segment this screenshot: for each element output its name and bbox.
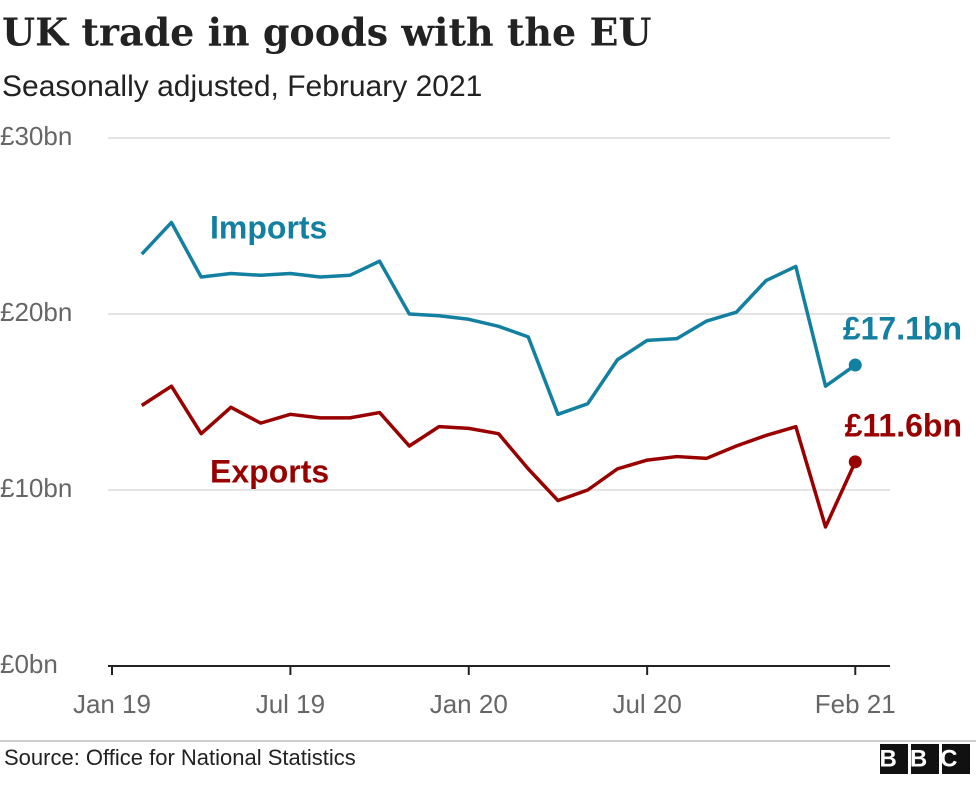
chart-subtitle: Seasonally adjusted, February 2021 — [2, 70, 482, 103]
value-label: £11.6bn — [845, 407, 962, 443]
logo-text: BBC — [880, 745, 971, 772]
end-dot — [848, 358, 862, 372]
y-tick-label: £20bn — [0, 297, 72, 327]
series-line — [140, 220, 857, 417]
x-tick-label: Jan 20 — [430, 689, 508, 719]
x-tick-label: Jul 20 — [612, 689, 681, 719]
series-label: Imports — [210, 209, 327, 245]
source: Source: Office for National Statistics — [4, 745, 356, 770]
logo — [880, 744, 970, 774]
value-label: £17.1bn — [843, 310, 962, 346]
x-tick-label: Feb 21 — [815, 689, 896, 719]
y-tick-label: £0bn — [0, 649, 58, 679]
x-tick-label: Jul 19 — [256, 689, 325, 719]
series-line — [140, 384, 857, 529]
series-label: Exports — [210, 453, 329, 489]
chart-title: UK trade in goods with the EU — [2, 10, 652, 55]
end-dot — [848, 455, 862, 469]
y-tick-label: £10bn — [0, 473, 72, 503]
y-tick-label: £30bn — [0, 121, 72, 151]
x-tick-label: Jan 19 — [73, 689, 151, 719]
